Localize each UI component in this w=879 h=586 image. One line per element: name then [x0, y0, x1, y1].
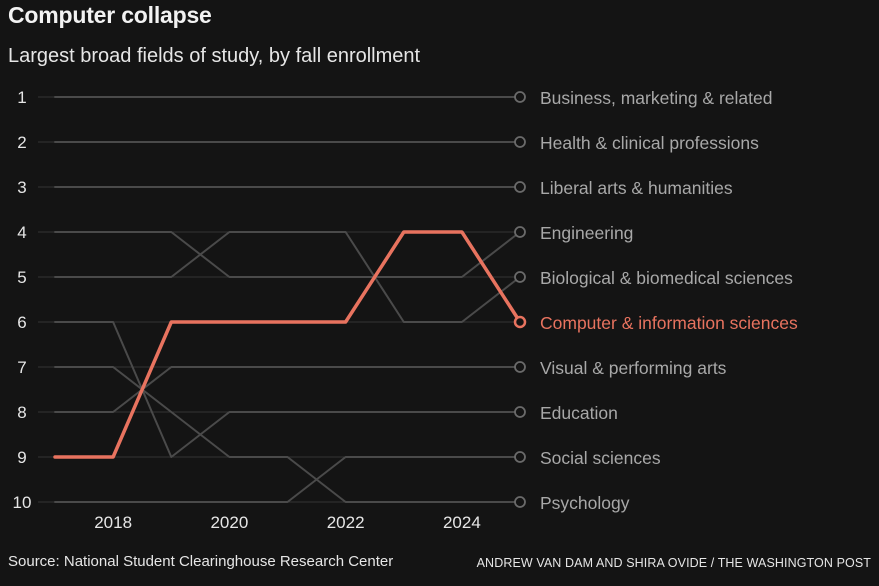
y-tick-label: 8	[17, 403, 26, 422]
series-end-marker	[514, 91, 526, 103]
series-line	[54, 231, 521, 278]
y-tick-label: 9	[17, 448, 26, 467]
highlight-series-line	[53, 230, 522, 459]
series-line	[54, 456, 521, 503]
series-label: Psychology	[540, 493, 630, 513]
highlight-end-marker	[513, 315, 527, 329]
y-tick-label: 2	[17, 133, 26, 152]
series-line	[54, 321, 521, 458]
series-label: Liberal arts & humanities	[540, 178, 733, 198]
x-tick-label: 2022	[327, 513, 365, 532]
y-tick-label: 6	[17, 313, 26, 332]
y-tick-label: 10	[13, 493, 32, 512]
series-label: Biological & biomedical sciences	[540, 268, 793, 288]
series-end-marker	[514, 451, 526, 463]
series-label: Health & clinical professions	[540, 133, 759, 153]
series-end-marker	[514, 181, 526, 193]
series-line	[54, 366, 521, 413]
series-label: Visual & performing arts	[540, 358, 727, 378]
series-end-marker	[514, 496, 526, 508]
series-label: Social sciences	[540, 448, 661, 468]
series-end-marker	[514, 136, 526, 148]
series-end-marker	[514, 406, 526, 418]
source-note: Source: National Student Clearinghouse R…	[8, 553, 394, 570]
y-tick-label: 4	[17, 223, 26, 242]
y-tick-label: 3	[17, 178, 26, 197]
series-label: Engineering	[540, 223, 633, 243]
series-label: Education	[540, 403, 618, 423]
chart-title: Computer collapse	[8, 2, 212, 28]
y-tick-label: 7	[17, 358, 26, 377]
series-end-marker	[514, 361, 526, 373]
series-line	[54, 231, 521, 323]
x-tick-label: 2018	[94, 513, 132, 532]
x-tick-label: 2020	[210, 513, 248, 532]
highlight-series-label: Computer & information sciences	[540, 313, 798, 333]
series-end-marker	[514, 226, 526, 238]
series-label: Business, marketing & related	[540, 88, 772, 108]
series-line	[54, 366, 521, 503]
credit-line: ANDREW VAN DAM AND SHIRA OVIDE / THE WAS…	[476, 556, 871, 570]
chart-subtitle: Largest broad fields of study, by fall e…	[8, 45, 421, 67]
series-end-marker	[514, 271, 526, 283]
y-tick-label: 5	[17, 268, 26, 287]
x-tick-label: 2024	[443, 513, 481, 532]
y-tick-label: 1	[17, 88, 26, 107]
